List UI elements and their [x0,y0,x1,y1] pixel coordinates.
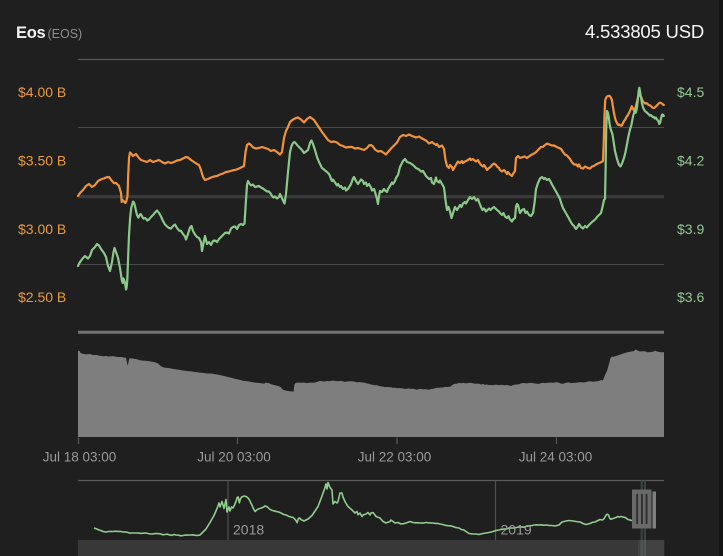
svg-text:Jul 18 03:00: Jul 18 03:00 [43,450,117,465]
svg-text:$3.9: $3.9 [677,221,704,237]
svg-text:Jul 24 03:00: Jul 24 03:00 [519,450,593,465]
svg-text:(EOS): (EOS) [48,27,83,41]
svg-text:2019: 2019 [501,522,532,538]
svg-text:4.533805 USD: 4.533805 USD [585,21,704,42]
svg-text:$4.2: $4.2 [677,153,704,169]
svg-text:2018: 2018 [233,522,264,538]
svg-text:$4.5: $4.5 [677,84,704,100]
svg-text:$3.00 B: $3.00 B [18,221,66,237]
svg-text:$3.6: $3.6 [677,289,704,305]
svg-text:$3.50 B: $3.50 B [18,153,66,169]
svg-text:Jul 22 03:00: Jul 22 03:00 [358,450,432,465]
svg-text:Eos: Eos [16,24,45,42]
svg-text:Jul 20 03:00: Jul 20 03:00 [197,450,271,465]
svg-text:$2.50 B: $2.50 B [18,289,66,305]
svg-text:$4.00 B: $4.00 B [18,84,66,100]
